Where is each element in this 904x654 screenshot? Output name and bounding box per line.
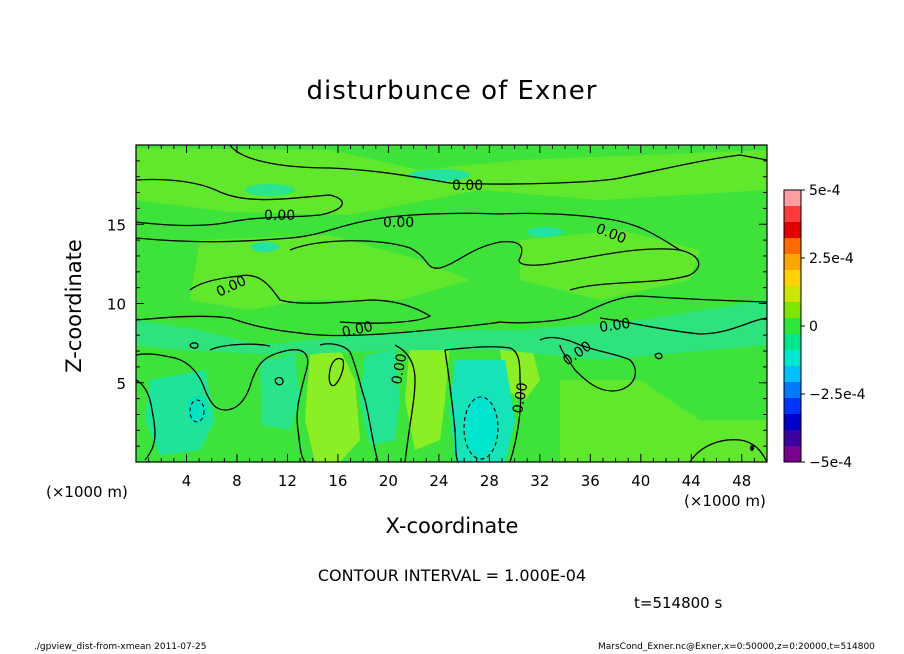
contour-line xyxy=(209,343,271,351)
heatmap-patch xyxy=(251,242,279,252)
negative-contours xyxy=(189,396,499,460)
footer-right: MarsCond_Exner.nc@Exner,x=0:50000,z=0:20… xyxy=(598,642,875,652)
y-tick-label: 15 xyxy=(107,216,126,234)
colorbar-swatch xyxy=(784,334,801,351)
colorbar-swatch xyxy=(784,446,801,463)
y-axis-label: Z-coordinate xyxy=(62,239,86,373)
colorbar-label: −5e-4 xyxy=(809,455,852,471)
heatmap-patch xyxy=(190,235,470,310)
contour-labels: 0.000.00 0.00 0.000.000.00 0.000.00 0.000.00 xyxy=(214,178,631,415)
heatmap-field xyxy=(136,145,767,462)
heatmap-patch xyxy=(465,395,497,455)
heatmap-patch xyxy=(410,169,470,181)
contour-line-negative xyxy=(463,396,499,460)
contour-line xyxy=(289,240,700,291)
contour-interval: CONTOUR INTERVAL = 1.000E-04 xyxy=(317,566,587,585)
x-tick-label: 12 xyxy=(278,472,297,490)
heatmap-patch xyxy=(245,184,295,196)
axis-ticks xyxy=(136,145,767,462)
contour-dot xyxy=(750,445,754,451)
x-tick-label: 20 xyxy=(379,472,398,490)
contour-line xyxy=(444,349,459,462)
contour-label: 0.00 xyxy=(510,381,531,414)
colorbar-swatch xyxy=(784,206,801,223)
colorbar-swatch xyxy=(784,222,801,239)
contour-line xyxy=(599,217,681,251)
colorbar-swatch xyxy=(784,398,801,415)
colorbar-swatch xyxy=(784,238,801,255)
colorbar-swatch xyxy=(784,430,801,447)
contour-line-negative xyxy=(189,399,205,423)
colorbar-label: 2.5e-4 xyxy=(809,251,854,267)
colorbar-swatch xyxy=(784,254,801,271)
colorbar-swatch xyxy=(784,350,801,367)
colorbar-label: −2.5e-4 xyxy=(809,387,866,403)
contour-line xyxy=(189,342,199,349)
contour-label: 0.00 xyxy=(389,352,410,385)
colorbar-swatch xyxy=(784,190,801,207)
footer-left: ./gpview_dist-from-xmean 2011-07-25 xyxy=(34,642,207,652)
x-tick-label: 16 xyxy=(328,472,347,490)
colorbar-swatch xyxy=(784,286,801,303)
contour-line xyxy=(136,212,601,243)
x-axis-label: X-coordinate xyxy=(385,514,519,538)
contour-line xyxy=(136,349,309,462)
contour-line xyxy=(328,357,345,387)
colorbar-label: 5e-4 xyxy=(809,183,841,199)
heatmap-patch xyxy=(405,345,450,450)
contour-line xyxy=(136,178,343,227)
colorbar-swatch xyxy=(784,414,801,431)
y-tick-label: 5 xyxy=(116,375,126,393)
colorbar-swatch xyxy=(784,318,801,335)
colorbar: 5e-4 2.5e-4 0 −2.5e-4 −5e-4 xyxy=(783,183,866,471)
heatmap-patch xyxy=(136,300,767,360)
contour-label: 0.00 xyxy=(598,316,631,336)
x-tick-label: 8 xyxy=(232,472,242,490)
colorbar-swatch xyxy=(784,382,801,399)
colorbar-swatch xyxy=(784,366,801,383)
x-tick-label: 4 xyxy=(182,472,192,490)
contour-lines xyxy=(136,145,767,462)
contour-line xyxy=(229,145,767,185)
contour-label: 0.00 xyxy=(341,319,375,341)
heatmap-patch xyxy=(260,355,300,430)
contour-line xyxy=(654,352,663,360)
x-unit-label-left: (×1000 m) xyxy=(46,483,128,501)
contour-line xyxy=(274,376,284,386)
contour-line xyxy=(689,439,767,462)
contour-label: 0.00 xyxy=(264,208,295,224)
x-tick-label: 32 xyxy=(530,472,549,490)
x-tick-label: 44 xyxy=(682,472,701,490)
chart-title: disturbunce of Exner xyxy=(306,76,598,106)
x-tick-label: 48 xyxy=(732,472,751,490)
x-tick-label: 24 xyxy=(429,472,448,490)
contour-line xyxy=(189,274,432,324)
x-unit-label-right: (×1000 m) xyxy=(684,492,766,510)
colorbar-swatch xyxy=(784,270,801,287)
time-stamp: t=514800 s xyxy=(634,594,723,612)
contour-line xyxy=(539,336,637,392)
contour-label: 0.00 xyxy=(452,178,483,194)
heatmap-patch xyxy=(520,230,700,300)
contour-label: 0.00 xyxy=(383,215,414,231)
x-tick-label: 28 xyxy=(480,472,499,490)
y-tick-label: 10 xyxy=(107,296,126,314)
heatmap-patch xyxy=(145,370,215,455)
x-tick-label: 40 xyxy=(631,472,650,490)
contour-line xyxy=(444,346,522,462)
contour-line xyxy=(599,317,767,335)
heatmap-patch xyxy=(527,227,563,237)
x-tick-label: 36 xyxy=(581,472,600,490)
colorbar-swatch xyxy=(784,302,801,319)
colorbar-label: 0 xyxy=(809,319,818,335)
heatmap-patch xyxy=(560,380,767,462)
contour-line xyxy=(136,379,156,461)
heatmap-patch xyxy=(305,350,360,462)
contour-line xyxy=(319,343,379,462)
contour-line xyxy=(394,344,416,462)
contour-line xyxy=(136,295,767,337)
